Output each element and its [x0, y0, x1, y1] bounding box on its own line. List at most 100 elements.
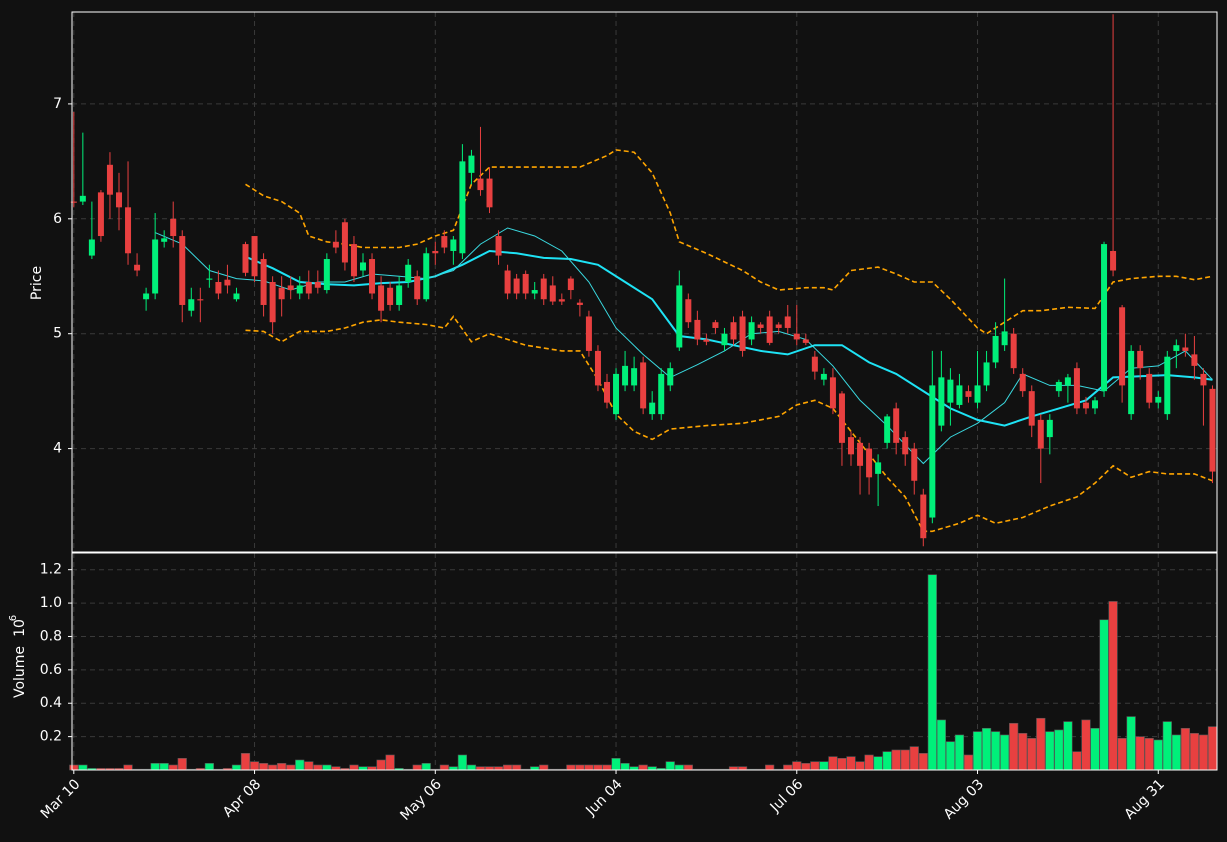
candle-body [1128, 350, 1135, 415]
volume-bar [1000, 734, 1010, 771]
volume-scale-exponent: 6 [8, 615, 19, 621]
volume-bar [385, 754, 395, 771]
volume-bar [304, 761, 314, 771]
volume-bar [322, 764, 332, 771]
candle-body [522, 273, 529, 294]
candle-body [531, 290, 538, 294]
candle-body [179, 236, 186, 305]
candle-body [1082, 402, 1089, 409]
volume-bar [331, 766, 341, 771]
volume-bar [792, 761, 802, 771]
candle-body [495, 236, 502, 256]
volume-bar [945, 741, 956, 771]
candle-body [97, 192, 104, 237]
candle-body [613, 373, 620, 415]
x-tick-label: Aug 03 [941, 776, 987, 822]
volume-bar [936, 719, 946, 771]
candle-body [323, 259, 330, 291]
candle-body [224, 279, 231, 286]
volume-bar [1180, 727, 1190, 771]
candle-body [251, 236, 258, 277]
volume-bar [855, 761, 865, 771]
volume-bar [1189, 732, 1200, 771]
candle-body [350, 244, 357, 277]
volume-bar [249, 761, 260, 771]
candle-body [1046, 419, 1053, 438]
candle-body [902, 437, 909, 455]
candle-body [188, 299, 195, 311]
x-tick-label: Aug 31 [1122, 776, 1168, 822]
candle-body [631, 368, 638, 386]
candle-body [649, 402, 656, 415]
volume-bar [882, 751, 892, 771]
candle-body [784, 316, 791, 328]
y-tick-label: 0.4 [40, 695, 62, 711]
volume-bar [900, 749, 910, 771]
candle-body [1073, 368, 1080, 409]
candle-body [1110, 250, 1117, 271]
volume-bar [1117, 737, 1127, 771]
candle-body [414, 276, 421, 300]
volume-bar [620, 763, 630, 771]
candle-body [811, 356, 818, 372]
volume-bar [665, 761, 675, 771]
volume-bar [475, 766, 486, 771]
volume-bar [864, 754, 874, 771]
x-tick-label: Apr 08 [220, 776, 264, 820]
candle-body [134, 264, 141, 271]
candle-body [305, 282, 312, 294]
volume-bar [990, 731, 1001, 771]
candle-body [106, 164, 113, 195]
volume-bar [530, 766, 540, 771]
volume-bar [1144, 737, 1154, 771]
candle-body [1191, 354, 1198, 366]
volume-bar [638, 764, 648, 771]
volume-bar [954, 734, 965, 771]
candle-body [1209, 388, 1216, 472]
x-tick-label: May 06 [397, 776, 445, 824]
candle-body [667, 368, 674, 386]
volume-bar [358, 766, 368, 771]
volume-bar [1036, 717, 1046, 771]
candle-body [341, 222, 348, 263]
volume-bar [313, 764, 323, 771]
candle-body [893, 408, 900, 443]
candle-body [739, 316, 746, 351]
candle-body [585, 316, 592, 351]
candle-body [1101, 244, 1108, 392]
volume-bar [168, 764, 178, 771]
volume-bar [258, 763, 269, 771]
x-tick-label: Jul 06 [767, 776, 807, 816]
volume-axis-label: Volume [12, 646, 28, 698]
volume-bar [268, 764, 278, 771]
volume-bar [1018, 732, 1028, 771]
candle-body [79, 195, 86, 202]
volume-bar [602, 764, 612, 771]
volume-bar [1198, 734, 1209, 771]
candle-body [920, 494, 927, 539]
volume-bar [1135, 736, 1145, 771]
volume-bar [593, 764, 603, 771]
candle-body [332, 241, 339, 248]
volume-bar [801, 763, 811, 771]
candle-body [884, 416, 891, 443]
candle-body [369, 259, 376, 294]
candle-body [748, 322, 755, 340]
volume-bar [1126, 716, 1136, 771]
y-tick-label: 6 [53, 211, 62, 227]
y-tick-label: 4 [53, 441, 62, 457]
candle-body [486, 178, 493, 208]
candle-body [233, 293, 240, 300]
volume-bar [367, 766, 377, 771]
volume-bar [1090, 727, 1100, 771]
candle-body [603, 381, 610, 403]
volume-bar [231, 764, 242, 771]
volume-bar [647, 766, 657, 771]
volume-bar [674, 764, 684, 771]
candle-body [929, 385, 936, 518]
candle-body [1137, 350, 1144, 369]
candle-body [260, 259, 267, 305]
y-tick-label: 7 [53, 96, 62, 112]
candle-body [866, 448, 873, 478]
